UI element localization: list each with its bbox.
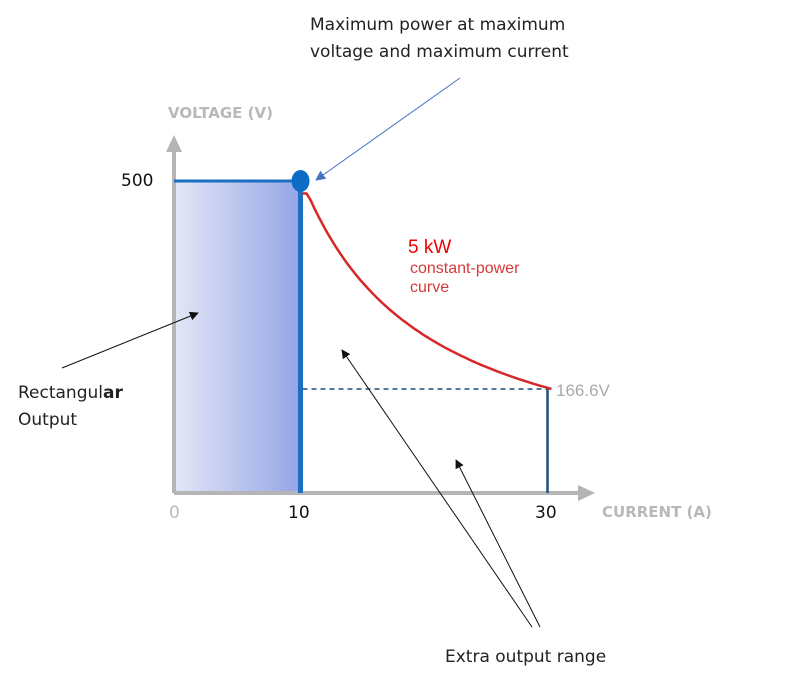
rect-label-part2: ar — [103, 383, 123, 403]
rect-arrow — [61, 311, 199, 369]
extra-range-annotation: Extra output range — [445, 647, 607, 667]
rect-label-part1: Rectangul — [18, 383, 103, 403]
rect-label-line2: Output — [18, 410, 78, 430]
y-axis-title: VOLTAGE (V) — [168, 104, 273, 122]
max-power-line2: voltage and maximum current — [310, 42, 569, 62]
y-tick-500: 500 — [121, 171, 154, 191]
x-tick-10: 10 — [288, 503, 310, 523]
x-tick-0: 0 — [169, 503, 180, 523]
extra-range-arrow-1 — [341, 349, 533, 628]
constant-power-curve — [302, 192, 552, 391]
x-axis-arrow-icon — [578, 485, 595, 501]
max-power-line1: Maximum power at maximum — [310, 15, 566, 35]
x-axis-title: CURRENT (A) — [602, 503, 712, 521]
curve-label: constant-power curve — [410, 260, 520, 296]
extra-range-arrow-2 — [455, 459, 541, 628]
end-voltage-label: 166.6V — [556, 381, 610, 400]
power-label: 5 kW — [408, 237, 452, 258]
y-axis-arrow-icon — [166, 135, 182, 152]
rectangular-output-annotation: Rectangular Output — [18, 380, 123, 434]
max-power-arrow — [315, 77, 461, 181]
x-tick-30: 30 — [535, 503, 557, 523]
max-power-annotation: Maximum power at maximum voltage and max… — [310, 12, 569, 66]
rectangular-region — [174, 181, 299, 493]
max-power-point — [291, 170, 310, 192]
